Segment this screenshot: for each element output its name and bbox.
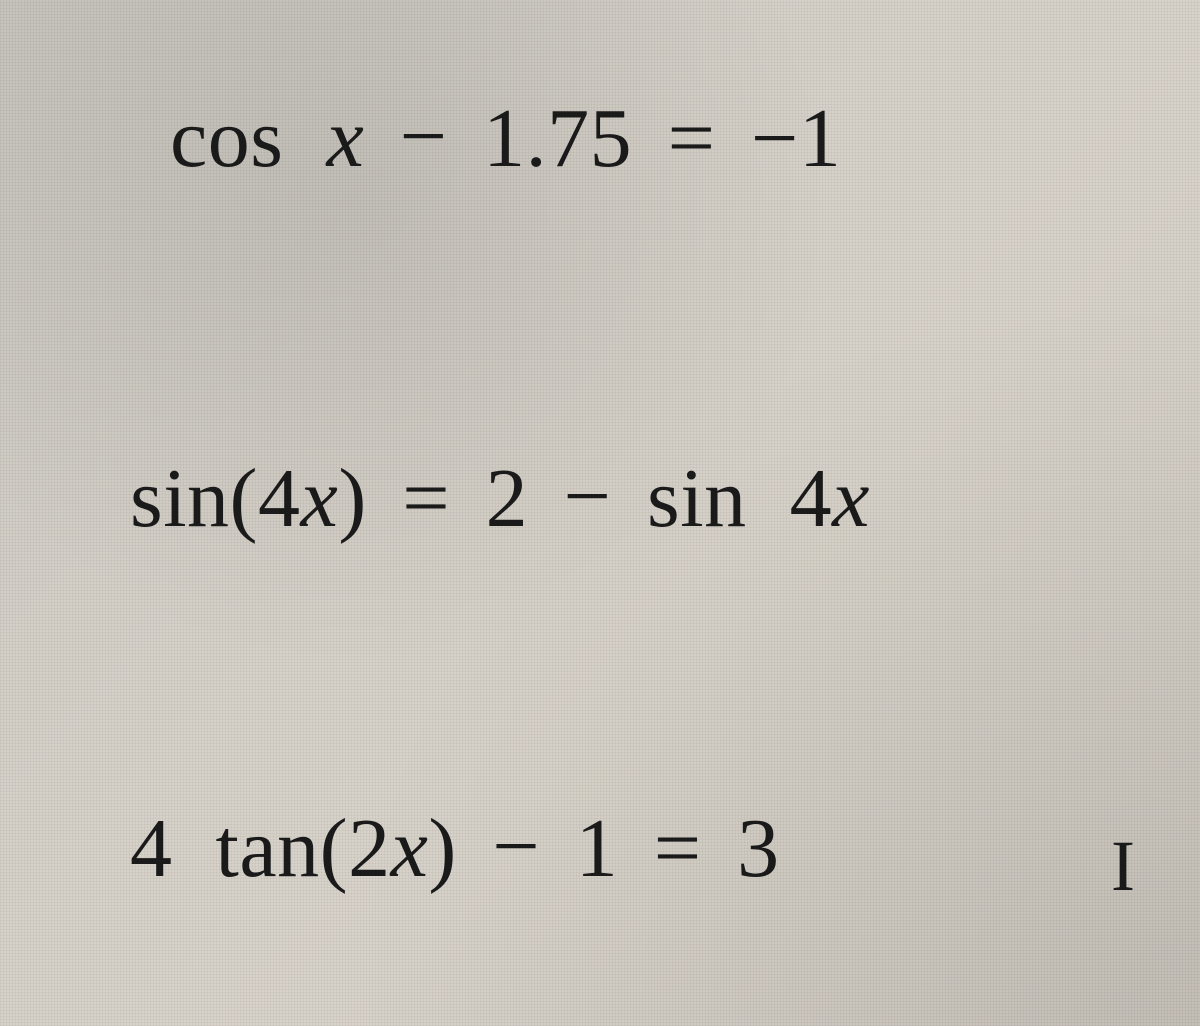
var-x: x	[391, 802, 429, 895]
neg-sign: −	[751, 92, 799, 185]
fn-tan: tan	[216, 802, 320, 895]
paren-close: )	[338, 452, 366, 545]
minus-operator: −	[492, 798, 540, 895]
var-x-right: x	[832, 452, 870, 545]
const-3: 3	[737, 802, 780, 895]
const-2: 2	[486, 452, 529, 545]
equation-3: 4 tan(2x) − 1 = 3	[130, 800, 780, 897]
coef-4: 4	[130, 802, 173, 895]
fn-sin-left: sin	[130, 452, 230, 545]
equals-operator: =	[668, 92, 716, 185]
var-x: x	[326, 92, 364, 185]
coef-2: 2	[348, 802, 391, 895]
equals-operator: =	[402, 452, 450, 545]
coef-4-right: 4	[790, 452, 833, 545]
paren-open: (	[230, 452, 258, 545]
var-x-left: x	[301, 452, 339, 545]
equation-2: sin(4x) = 2 − sin 4x	[130, 450, 870, 547]
equations-container: cos x − 1.75 = −1 sin(4x) = 2 − sin 4x 4…	[0, 0, 1200, 1026]
const-1: 1	[799, 92, 842, 185]
equals-operator: =	[654, 802, 702, 895]
fn-cos: cos	[170, 92, 283, 185]
text-cursor: I	[1111, 825, 1135, 908]
minus-operator: −	[400, 88, 448, 185]
minus-operator: −	[564, 448, 612, 545]
const-1p75: 1.75	[483, 92, 632, 185]
coef-4-left: 4	[258, 452, 301, 545]
const-1: 1	[576, 802, 619, 895]
equation-1: cos x − 1.75 = −1	[170, 90, 841, 187]
fn-sin-right: sin	[647, 452, 747, 545]
paren-close: )	[428, 802, 456, 895]
paren-open: (	[320, 802, 348, 895]
